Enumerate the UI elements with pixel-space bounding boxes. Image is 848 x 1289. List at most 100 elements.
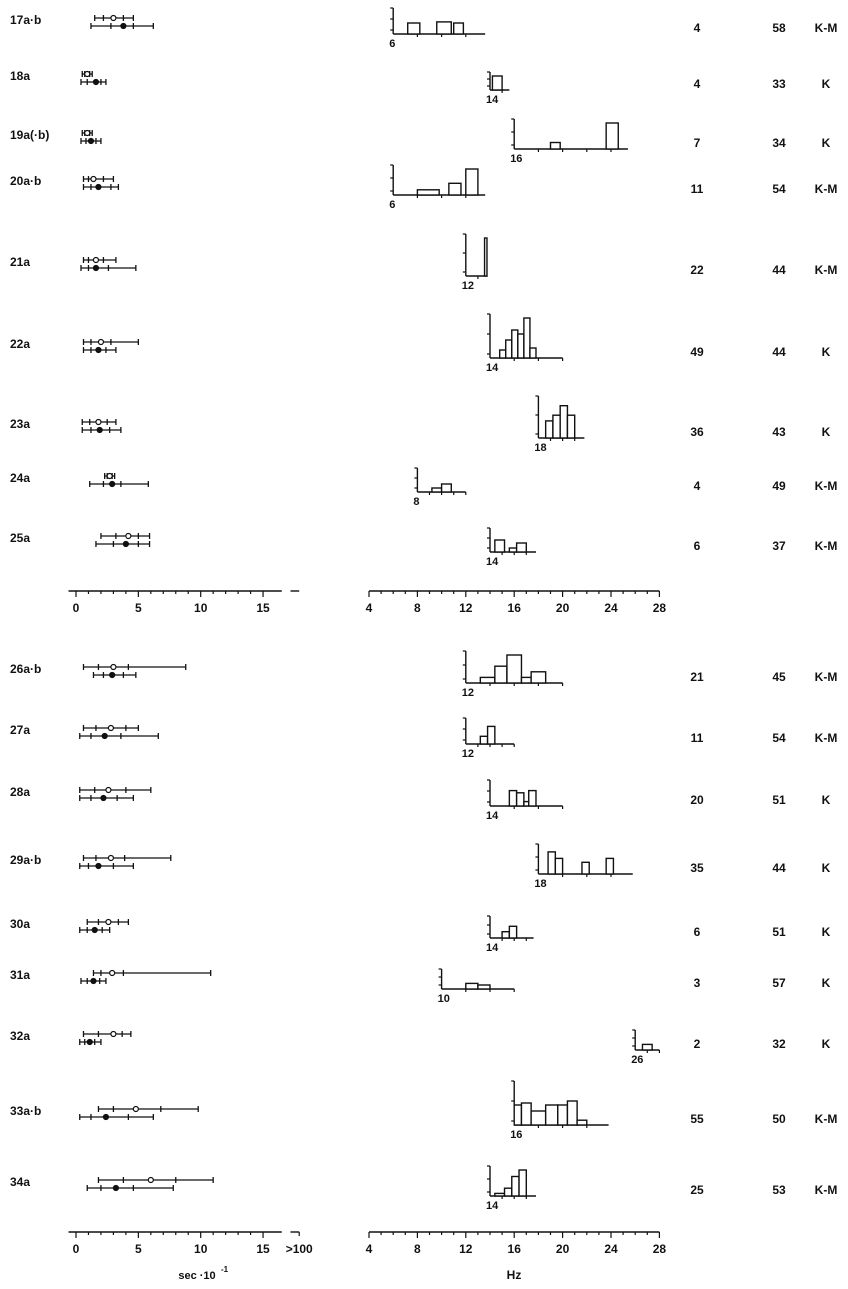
row-label: 18a <box>10 69 30 83</box>
median-open-marker <box>109 969 116 977</box>
left-axis-tick-label: 5 <box>135 601 142 615</box>
n-value: 36 <box>690 425 704 439</box>
row-label: 32a <box>10 1029 30 1043</box>
hist-bar <box>530 1110 547 1126</box>
hist-bar <box>453 22 465 35</box>
hist-bar <box>518 1169 527 1197</box>
hist-origin-label: 8 <box>413 496 419 508</box>
hist-bar <box>508 547 518 553</box>
group-value: K-M <box>815 182 838 196</box>
left-axis-tick-label: 15 <box>256 1242 270 1256</box>
group-value: K-M <box>815 731 838 745</box>
n-value: 22 <box>690 263 704 277</box>
row-label: 34a <box>10 1175 30 1189</box>
group-value: K-M <box>815 670 838 684</box>
median-filled-marker <box>109 480 116 488</box>
n-value: 4 <box>694 77 701 91</box>
row-28a: 28a 14 20 51 K <box>10 779 831 822</box>
hist-bar <box>554 857 564 875</box>
median-filled-marker <box>101 732 108 740</box>
median-open-marker <box>110 1030 117 1038</box>
median-open-marker <box>105 786 112 794</box>
age-value: 50 <box>772 1112 786 1126</box>
hist-bar <box>511 329 519 359</box>
row-32a: 32a 26 2 32 K <box>10 1029 831 1066</box>
hist-origin-label: 14 <box>486 362 499 374</box>
hist-bar <box>530 671 547 684</box>
hist-bar <box>520 676 532 684</box>
median-filled-marker <box>92 264 100 272</box>
left-axis-title-exponent: -1 <box>221 1265 229 1274</box>
group-value: K <box>822 345 831 359</box>
hist-bar <box>508 789 518 807</box>
hist-bar <box>515 792 525 807</box>
hist-bar <box>513 1104 523 1126</box>
hist-bar <box>511 1175 520 1197</box>
group-value: K-M <box>815 539 838 553</box>
panel-2-axes: 0 5 10 15 >100 sec ·10 -1 4 8 12 16 20 24 28 Hz <box>68 1231 666 1282</box>
hist-bar <box>605 122 619 150</box>
median-filled-marker <box>102 1113 110 1121</box>
hist-bar <box>416 189 440 196</box>
hist-bar <box>515 542 527 553</box>
median-filled-marker <box>92 78 100 86</box>
right-axis-tick-label: 28 <box>653 601 667 615</box>
hist-bar <box>581 861 590 875</box>
hist-bar <box>498 349 507 359</box>
hist-bar <box>528 789 537 807</box>
median-filled-marker <box>109 671 116 679</box>
hist-bar <box>503 1187 513 1197</box>
axes-layer: 0 5 10 15 4 8 12 16 20 24 28 0 5 10 15 >100 sec ·10 -1 4 8 1… <box>68 590 667 1282</box>
median-open-marker <box>95 418 102 426</box>
left-axis-tick-label: 5 <box>135 1242 142 1256</box>
group-value: K-M <box>815 263 838 277</box>
hist-origin-label: 6 <box>389 38 395 50</box>
hist-bar <box>479 735 489 745</box>
hist-bar <box>465 982 479 990</box>
age-value: 37 <box>772 539 786 553</box>
age-value: 54 <box>772 731 786 745</box>
age-value: 57 <box>772 976 786 990</box>
age-value: 58 <box>772 21 786 35</box>
row-label: 20a·b <box>10 174 41 188</box>
row-23a: 23a 18 36 43 K <box>10 395 831 454</box>
n-value: 11 <box>691 182 704 196</box>
row-label: 33a·b <box>10 1104 41 1118</box>
group-value: K-M <box>815 21 838 35</box>
hist-bar <box>436 21 452 35</box>
row-22a: 22a 14 49 44 K <box>10 313 831 374</box>
n-value: 11 <box>691 731 704 745</box>
median-filled-marker <box>122 540 129 548</box>
group-value: K <box>822 425 831 439</box>
n-value: 4 <box>694 21 701 35</box>
age-value: 51 <box>772 793 786 807</box>
median-open-marker <box>90 175 97 183</box>
n-value: 2 <box>694 1037 701 1051</box>
hist-bar <box>465 168 479 196</box>
hist-origin-label: 14 <box>486 556 499 568</box>
hist-bar <box>547 851 557 875</box>
hist-bar <box>508 925 518 939</box>
hist-bar <box>520 1102 532 1126</box>
right-axis-title: Hz <box>507 1268 522 1282</box>
right-axis-tick-label: 8 <box>414 601 421 615</box>
right-axis-tick-label: 4 <box>366 1242 373 1256</box>
right-axis-tick-label: 20 <box>556 601 570 615</box>
left-axis-tick-label: 0 <box>73 601 80 615</box>
median-filled-marker <box>100 794 107 802</box>
hist-origin-label: 18 <box>534 442 546 454</box>
median-open-marker <box>125 532 132 540</box>
right-axis-tick-label: 8 <box>414 1242 421 1256</box>
age-value: 43 <box>772 425 786 439</box>
n-value: 6 <box>694 925 701 939</box>
hist-origin-label: 14 <box>486 942 499 954</box>
median-open-marker <box>107 724 115 732</box>
row-25a: 25a 14 6 37 K-M <box>10 527 838 568</box>
right-axis-tick-label: 16 <box>508 601 522 615</box>
group-value: K <box>822 861 831 875</box>
age-value: 44 <box>772 861 786 875</box>
group-value: K <box>822 976 831 990</box>
median-open-marker <box>105 918 112 926</box>
hist-bar <box>544 1104 559 1126</box>
